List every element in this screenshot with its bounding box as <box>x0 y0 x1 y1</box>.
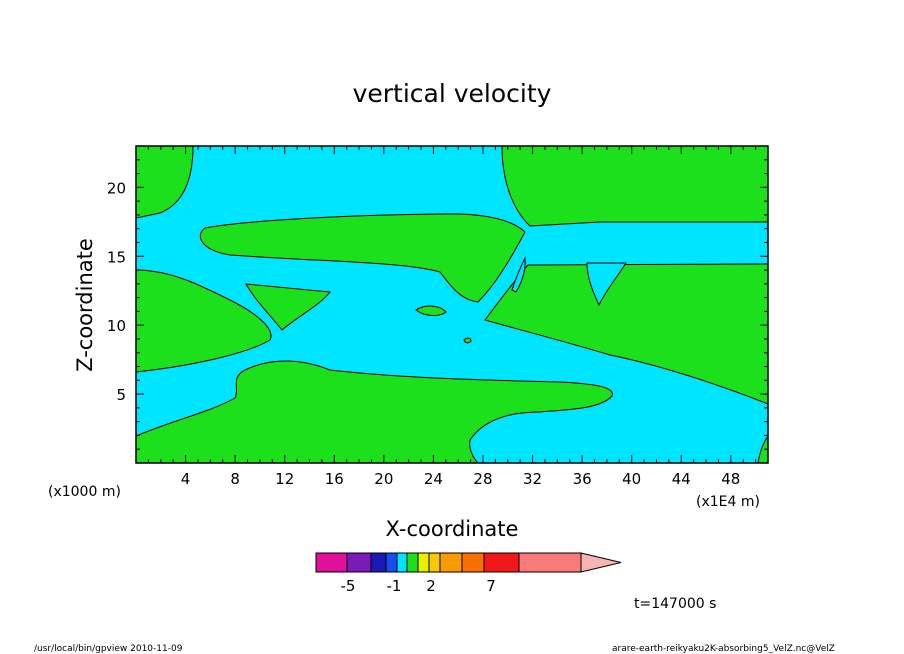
colorbar-tick-label: -1 <box>387 577 402 595</box>
colorbar-segment <box>370 552 387 573</box>
colorbar-segment <box>461 552 485 573</box>
y-tick-label: 10 <box>107 317 126 335</box>
colorbar-segment <box>385 552 398 573</box>
x-axis-label: X-coordinate <box>386 517 519 541</box>
positive-velocity-region <box>415 305 447 316</box>
x-tick-label: 28 <box>473 470 492 488</box>
positive-velocity-region <box>245 283 331 331</box>
colorbar-segment <box>483 552 520 573</box>
x-unit-left: (x1000 m) <box>48 484 121 500</box>
x-tick-label: 40 <box>622 470 641 488</box>
x-tick-label: 24 <box>424 470 443 488</box>
colorbar-segment <box>417 552 430 573</box>
plot-frame <box>135 145 769 464</box>
positive-velocity-region <box>135 360 613 464</box>
x-tick-label: 16 <box>325 470 344 488</box>
chart-title: vertical velocity <box>353 79 552 108</box>
x-tick-label: 12 <box>275 470 294 488</box>
x-tick-label: 48 <box>721 470 740 488</box>
colorbar-segment <box>439 552 463 573</box>
positive-velocity-region <box>463 337 472 344</box>
plot-area <box>135 145 769 464</box>
x-tick-label: 20 <box>374 470 393 488</box>
x-unit-right: (x1E4 m) <box>696 494 760 510</box>
positive-velocity-region <box>135 269 272 373</box>
colorbar-extension-arrow <box>580 552 622 573</box>
positive-velocity-region <box>484 263 769 405</box>
positive-velocity-region <box>501 145 769 227</box>
x-tick-label: 44 <box>672 470 691 488</box>
time-label: t=147000 s <box>634 596 716 612</box>
colorbar-segment <box>428 552 441 573</box>
x-tick-label: 4 <box>181 470 191 488</box>
footer-right: arare-earth-reikyaku2K-absorbing5_VelZ.n… <box>612 644 835 654</box>
colorbar-segment <box>396 552 408 573</box>
colorbar-segment <box>315 552 348 573</box>
colorbar: -5 -1 2 7 <box>315 552 622 595</box>
x-tick-label: 36 <box>573 470 592 488</box>
y-axis-label: Z-coordinate <box>73 238 97 372</box>
y-tick-label: 5 <box>116 386 126 404</box>
negative-velocity-region <box>586 262 627 307</box>
colorbar-segment <box>346 552 372 573</box>
axis-ticks <box>136 146 768 463</box>
y-tick-label: 15 <box>107 248 126 266</box>
x-tick-label: 8 <box>230 470 240 488</box>
colorbar-tick-label: 7 <box>486 577 496 595</box>
colorbar-tick-label: 2 <box>426 577 436 595</box>
colorbar-tick-label: -5 <box>341 577 356 595</box>
x-tick-label: 32 <box>523 470 542 488</box>
footer-left: /usr/local/bin/gpview 2010-11-09 <box>34 644 183 654</box>
positive-velocity-region <box>135 145 194 219</box>
y-tick-label: 20 <box>107 179 126 197</box>
colorbar-segment <box>406 552 419 573</box>
colorbar-segment <box>518 552 582 573</box>
negative-velocity-region <box>511 256 526 293</box>
positive-velocity-region <box>199 213 526 303</box>
